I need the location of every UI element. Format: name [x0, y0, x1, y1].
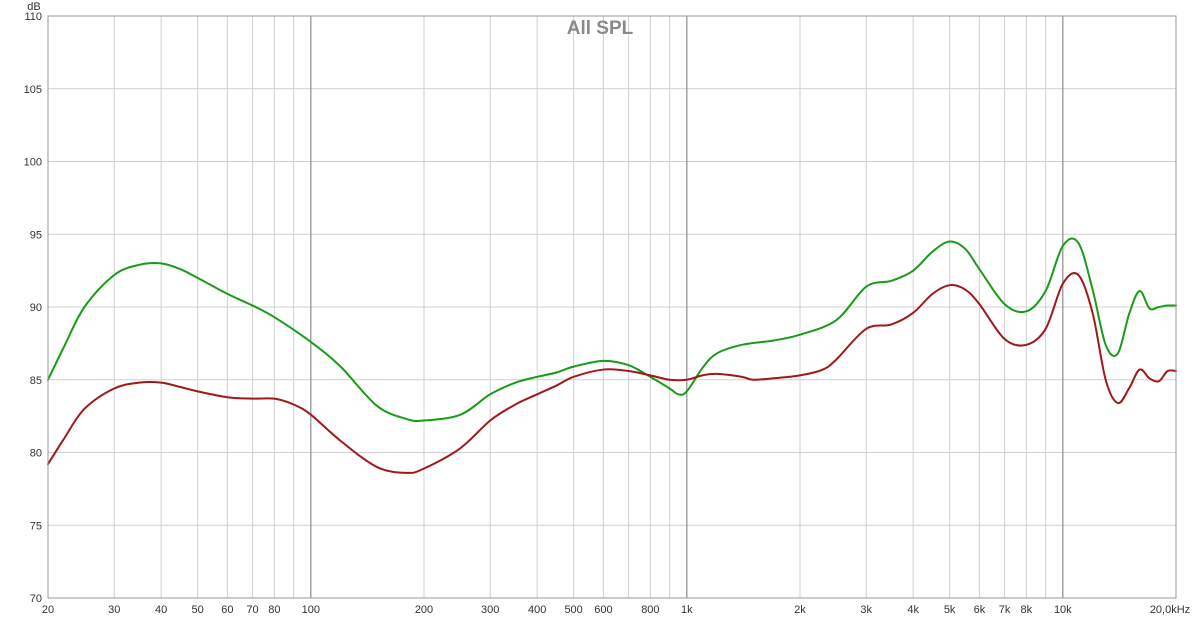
- x-tick-label: 6k: [974, 604, 986, 616]
- y-tick-label: 105: [24, 84, 42, 96]
- y-tick-label: 85: [30, 375, 42, 387]
- x-tick-label: 500: [564, 604, 582, 616]
- x-tick-label: 60: [221, 604, 233, 616]
- series-line-1: [47, 237, 1177, 422]
- x-tick-label: 1k: [681, 604, 693, 616]
- series-layer: [47, 237, 1177, 474]
- x-tick-label: 70: [246, 604, 258, 616]
- y-tick-label: 90: [30, 302, 42, 314]
- x-tick-label: 400: [528, 604, 546, 616]
- y-tick-labels: 110 105 100 95 90 85 80 75 70: [24, 11, 42, 605]
- x-tick-label: 10k: [1054, 604, 1072, 616]
- y-tick-label: 110: [24, 11, 42, 23]
- y-tick-label: 80: [30, 448, 42, 460]
- x-tick-label: 3k: [860, 604, 872, 616]
- x-tick-label: 7k: [999, 604, 1011, 616]
- y-axis-label: dB: [27, 1, 40, 13]
- x-tick-label: 40: [155, 604, 167, 616]
- plot-frame: [47, 15, 1177, 599]
- y-tick-label: 95: [30, 229, 42, 241]
- x-tick-label: 50: [192, 604, 204, 616]
- series-line-2: [47, 272, 1177, 474]
- x-tick-label: 20: [42, 604, 54, 616]
- y-tick-label: 100: [24, 157, 42, 169]
- x-tick-label: 80: [268, 604, 280, 616]
- grid-major: [310, 16, 1064, 598]
- x-tick-label: 800: [641, 604, 659, 616]
- y-tick-label: 75: [30, 520, 42, 532]
- x-tick-label: 200: [415, 604, 433, 616]
- x-tick-label: 600: [594, 604, 612, 616]
- x-tick-label: 100: [302, 604, 320, 616]
- x-tick-label: 2k: [794, 604, 806, 616]
- x-tick-label: 8k: [1021, 604, 1033, 616]
- chart-title: All SPL: [567, 18, 634, 39]
- x-tick-label: 20,0kHz: [1150, 604, 1190, 616]
- x-tick-labels: 20 30 40 50 60 70 80 100 200 300 400 500 600 800 1k 2k 3…: [42, 604, 1190, 616]
- y-tick-label: 70: [30, 593, 42, 605]
- x-tick-label: 300: [481, 604, 499, 616]
- x-tick-label: 4k: [907, 604, 919, 616]
- x-tick-label: 30: [108, 604, 120, 616]
- x-tick-label: 5k: [944, 604, 956, 616]
